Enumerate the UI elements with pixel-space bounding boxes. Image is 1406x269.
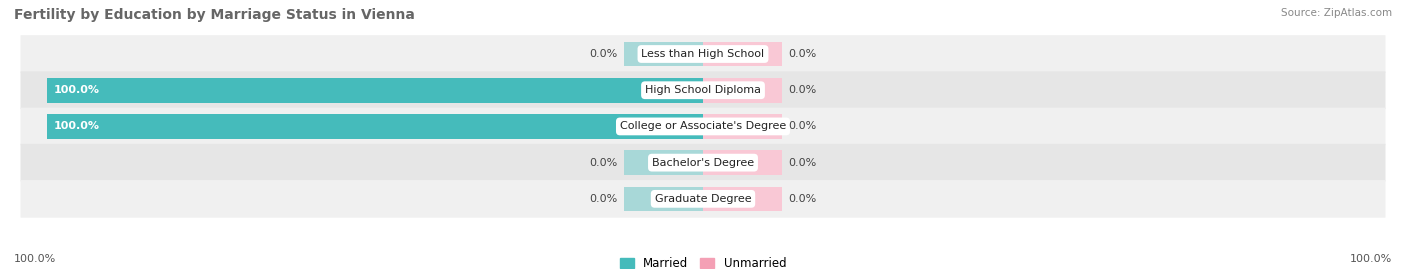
FancyBboxPatch shape <box>21 108 1385 145</box>
Text: 100.0%: 100.0% <box>53 85 100 95</box>
Text: Graduate Degree: Graduate Degree <box>655 194 751 204</box>
Bar <box>46 114 703 139</box>
Text: High School Diploma: High School Diploma <box>645 85 761 95</box>
FancyBboxPatch shape <box>21 144 1385 182</box>
Bar <box>624 42 703 66</box>
Text: 0.0%: 0.0% <box>589 194 617 204</box>
Text: 0.0%: 0.0% <box>789 49 817 59</box>
Bar <box>46 78 703 102</box>
Bar <box>703 42 782 66</box>
Text: 0.0%: 0.0% <box>789 121 817 132</box>
Bar <box>703 150 782 175</box>
Bar <box>703 114 782 139</box>
Bar <box>703 78 782 102</box>
Text: 100.0%: 100.0% <box>1350 254 1392 264</box>
Text: Less than High School: Less than High School <box>641 49 765 59</box>
Text: Fertility by Education by Marriage Status in Vienna: Fertility by Education by Marriage Statu… <box>14 8 415 22</box>
Text: 0.0%: 0.0% <box>789 158 817 168</box>
Text: 100.0%: 100.0% <box>53 121 100 132</box>
FancyBboxPatch shape <box>21 71 1385 109</box>
Text: 100.0%: 100.0% <box>14 254 56 264</box>
Text: 0.0%: 0.0% <box>589 49 617 59</box>
Text: 0.0%: 0.0% <box>789 85 817 95</box>
Legend: Married, Unmarried: Married, Unmarried <box>614 253 792 269</box>
Bar <box>624 150 703 175</box>
Text: 0.0%: 0.0% <box>589 158 617 168</box>
Text: 0.0%: 0.0% <box>789 194 817 204</box>
Text: College or Associate's Degree: College or Associate's Degree <box>620 121 786 132</box>
Text: Source: ZipAtlas.com: Source: ZipAtlas.com <box>1281 8 1392 18</box>
Text: Bachelor's Degree: Bachelor's Degree <box>652 158 754 168</box>
FancyBboxPatch shape <box>21 180 1385 218</box>
FancyBboxPatch shape <box>21 35 1385 73</box>
Bar <box>703 186 782 211</box>
Bar <box>624 186 703 211</box>
